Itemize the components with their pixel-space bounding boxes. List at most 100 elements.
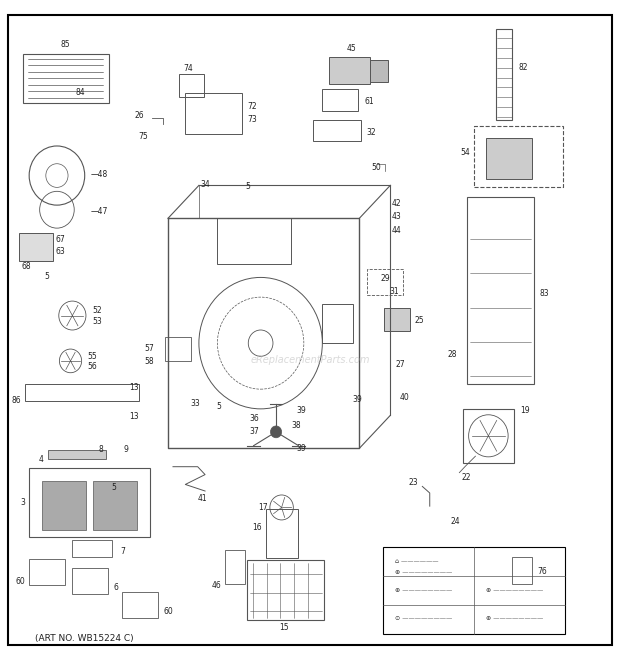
Text: 76: 76: [537, 567, 547, 576]
Text: 22: 22: [461, 473, 471, 482]
Bar: [313, 119, 361, 141]
Text: 55: 55: [88, 352, 97, 361]
Text: 8: 8: [99, 445, 104, 454]
Text: 29: 29: [381, 275, 391, 283]
Bar: [42, 481, 86, 531]
Text: 61: 61: [365, 97, 374, 106]
Text: 43: 43: [391, 213, 401, 222]
Text: 73: 73: [247, 115, 257, 124]
Text: 16: 16: [252, 523, 262, 532]
Text: 53: 53: [93, 317, 102, 326]
Text: 40: 40: [399, 393, 409, 402]
Text: 7: 7: [120, 547, 125, 556]
Bar: [19, 234, 53, 261]
Text: 31: 31: [389, 287, 399, 296]
Text: 42: 42: [391, 199, 401, 209]
Bar: [218, 218, 291, 264]
Bar: [329, 57, 371, 84]
Bar: [73, 541, 112, 557]
Text: —48: —48: [91, 170, 108, 179]
Text: 15: 15: [279, 622, 289, 632]
Text: 41: 41: [198, 494, 207, 503]
Text: 52: 52: [93, 306, 102, 315]
Text: 85: 85: [60, 40, 69, 49]
Text: 36: 36: [250, 414, 259, 423]
Text: 25: 25: [415, 315, 425, 325]
Text: ⊕ ————————: ⊕ ————————: [486, 616, 544, 620]
Text: 44: 44: [391, 226, 401, 234]
Bar: [29, 559, 65, 585]
Text: 5: 5: [245, 182, 250, 191]
Text: 50: 50: [372, 162, 381, 172]
Bar: [247, 560, 324, 620]
Bar: [265, 509, 298, 558]
Bar: [48, 450, 106, 459]
Text: 86: 86: [12, 397, 21, 405]
Text: 45: 45: [347, 44, 357, 53]
Text: 6: 6: [113, 583, 118, 592]
Bar: [463, 409, 514, 463]
Text: 67: 67: [56, 235, 66, 244]
Bar: [165, 337, 191, 361]
Text: 34: 34: [200, 180, 210, 189]
Text: 27: 27: [395, 360, 405, 370]
Text: 83: 83: [539, 289, 549, 298]
Text: eReplacementParts.com: eReplacementParts.com: [250, 354, 370, 364]
Text: 33: 33: [190, 399, 200, 408]
Text: 63: 63: [56, 247, 66, 255]
Bar: [185, 94, 242, 134]
Text: 54: 54: [461, 148, 471, 157]
Text: 23: 23: [409, 478, 418, 487]
Text: 60: 60: [163, 607, 173, 616]
Text: 82: 82: [518, 63, 528, 72]
Text: 58: 58: [145, 357, 154, 366]
Text: 84: 84: [76, 88, 85, 96]
Text: 9: 9: [123, 445, 128, 454]
Bar: [513, 557, 532, 584]
Text: —47: —47: [91, 207, 108, 216]
Bar: [474, 126, 563, 187]
Bar: [73, 568, 108, 594]
Text: 57: 57: [144, 344, 154, 353]
Circle shape: [270, 426, 281, 438]
Text: 5: 5: [216, 403, 221, 411]
Text: 13: 13: [129, 383, 139, 391]
Text: 68: 68: [21, 263, 31, 271]
Text: 28: 28: [447, 350, 456, 360]
Text: 56: 56: [88, 362, 97, 372]
Text: 13: 13: [129, 412, 139, 421]
Bar: [225, 550, 244, 584]
Bar: [179, 74, 204, 96]
Text: 3: 3: [20, 498, 25, 508]
Text: 38: 38: [291, 421, 301, 430]
Text: 19: 19: [520, 406, 529, 414]
Text: ⊕ ————————: ⊕ ————————: [486, 588, 544, 593]
Text: 5: 5: [111, 483, 116, 492]
Text: 37: 37: [250, 428, 259, 436]
Bar: [322, 304, 353, 343]
Bar: [384, 308, 410, 331]
Bar: [322, 90, 358, 111]
Text: 75: 75: [138, 131, 148, 141]
Bar: [25, 384, 139, 401]
Text: 17: 17: [259, 503, 268, 512]
Bar: [23, 54, 109, 103]
Text: ⊕ ————————: ⊕ ————————: [395, 570, 453, 576]
Text: ⊙ ————————: ⊙ ————————: [395, 616, 453, 620]
Text: 46: 46: [211, 581, 221, 589]
Text: 72: 72: [247, 102, 257, 111]
Bar: [497, 29, 513, 119]
Text: 39: 39: [296, 444, 306, 453]
Text: 39: 39: [352, 395, 361, 403]
Text: 24: 24: [451, 517, 461, 527]
Text: ⊕ ————————: ⊕ ————————: [395, 588, 453, 593]
Text: 26: 26: [135, 112, 144, 120]
Text: 5: 5: [45, 272, 50, 280]
Bar: [371, 60, 388, 82]
Bar: [29, 468, 149, 537]
Text: 39: 39: [296, 406, 306, 414]
Text: 74: 74: [184, 64, 193, 73]
Bar: [383, 547, 565, 634]
Bar: [122, 591, 157, 618]
Bar: [467, 197, 534, 384]
